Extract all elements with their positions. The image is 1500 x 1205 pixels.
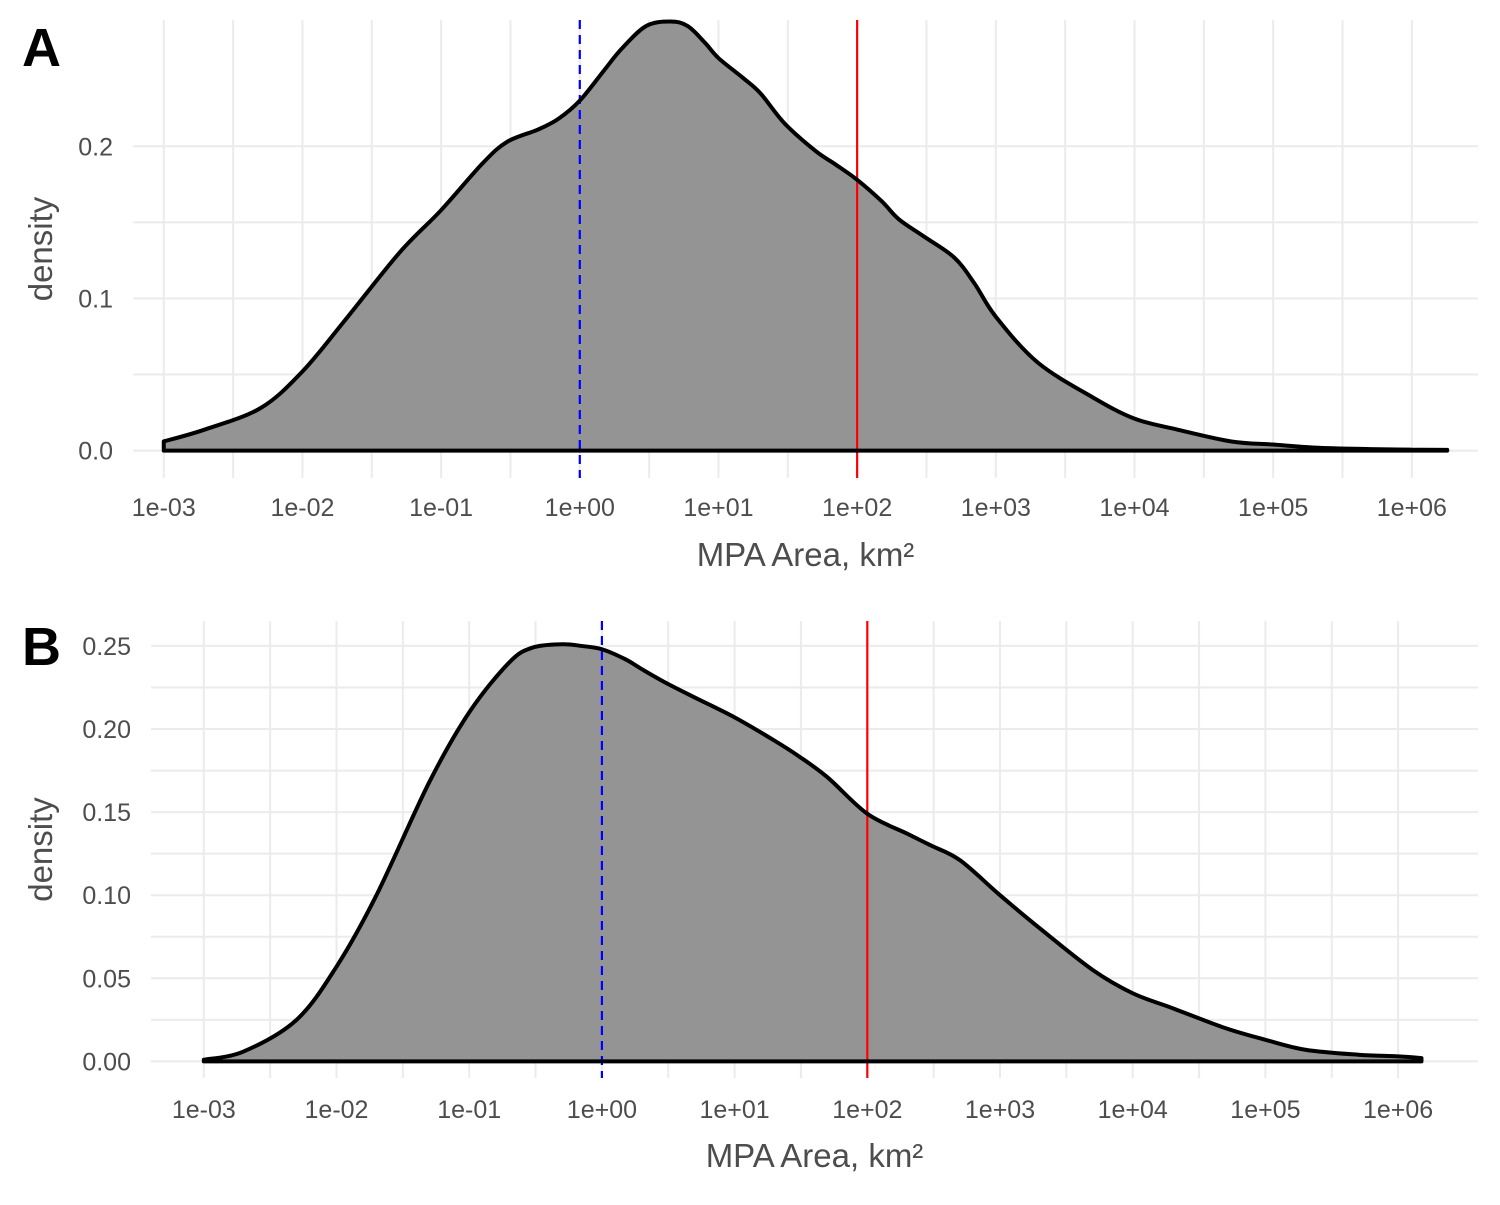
y-axis-title: density (22, 196, 59, 301)
x-tick-label: 1e+06 (1363, 1096, 1433, 1124)
x-tick-label: 1e+02 (832, 1096, 902, 1124)
y-tick-label: 0.20 (82, 716, 131, 744)
x-axis-title: MPA Area, km² (697, 536, 915, 573)
y-tick-label: 0.1 (78, 285, 113, 313)
x-tick-label: 1e-01 (437, 1096, 501, 1124)
x-tick-label: 1e-03 (132, 494, 196, 522)
y-tick-label: 0.00 (82, 1048, 131, 1076)
panel-b: 1e-03 1e-02 1e-01 1e+00 1e+01 1e+02 1e+03 1e+04… (22, 617, 1478, 1174)
x-tick-label: 1e+03 (961, 494, 1031, 522)
density-outline (161, 19, 1450, 453)
panel-tag: B (22, 617, 61, 677)
density-outline (201, 642, 1424, 1064)
panel-a: 1e-03 1e-02 1e-01 1e+00 1e+01 1e+02 1e+03 1e+04… (22, 18, 1478, 573)
x-tick-label: 1e-02 (305, 1096, 369, 1124)
x-tick-label: 1e+06 (1377, 494, 1447, 522)
x-tick-label: 1e+04 (1099, 494, 1169, 522)
y-axis-title: density (22, 797, 59, 902)
y-tick-label: 0.15 (82, 799, 131, 827)
x-tick-label: 1e+04 (1098, 1096, 1168, 1124)
x-axis-title: MPA Area, km² (706, 1137, 924, 1174)
x-tick-label: 1e+02 (822, 494, 892, 522)
y-tick-label: 0.25 (82, 633, 131, 661)
density-area (203, 644, 1422, 1062)
x-tick-label: 1e+00 (545, 494, 615, 522)
y-tick-label: 0.05 (82, 965, 131, 993)
x-tick-label: 1e-02 (270, 494, 334, 522)
x-tick-label: 1e-03 (172, 1096, 236, 1124)
x-tick-label: 1e+03 (965, 1096, 1035, 1124)
x-tick-label: 1e+05 (1230, 1096, 1300, 1124)
density-area (163, 21, 1448, 451)
y-tick-label: 0.10 (82, 882, 131, 910)
x-tick-label: 1e-01 (409, 494, 473, 522)
panel-tag: A (22, 18, 61, 78)
x-tick-label: 1e+01 (683, 494, 753, 522)
y-tick-label: 0.2 (78, 133, 113, 161)
y-tick-label: 0.0 (78, 438, 113, 466)
x-tick-label: 1e+05 (1238, 494, 1308, 522)
x-tick-label: 1e+01 (699, 1096, 769, 1124)
x-tick-label: 1e+00 (567, 1096, 637, 1124)
